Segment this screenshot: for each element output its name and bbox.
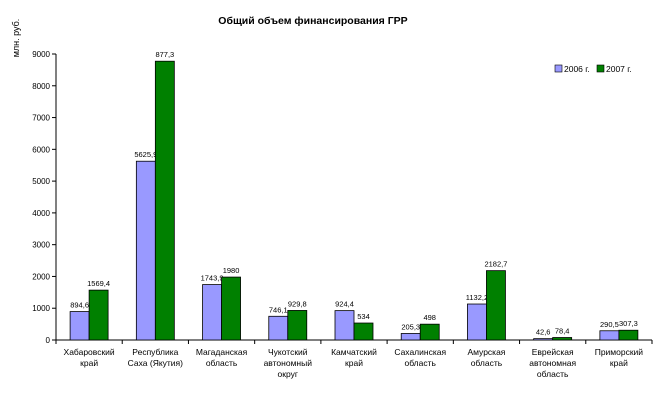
category-label: Саха (Якутия) [128,358,183,368]
data-label: 498 [423,313,436,322]
legend-label: 2006 г. [564,64,590,74]
data-label: 307,3 [619,319,638,328]
y-tick-label: 9000 [32,50,50,59]
legend-swatch [554,64,563,73]
bar [419,323,440,341]
category-label: край [610,358,628,368]
y-tick-label: 5000 [32,177,50,186]
bar [486,270,506,341]
bar [268,315,289,341]
y-axis-label: млн. руб. [11,19,21,58]
category-label: Сахалинская [394,347,446,357]
bar [552,337,573,341]
category-label: край [345,358,363,368]
category-label: Магаданская [196,347,248,357]
category-label: округ [278,369,298,379]
category-label: область [404,358,436,368]
data-label: 534 [357,312,370,321]
data-label: 2182,7 [484,260,507,269]
category-label: Амурская [467,347,505,357]
y-tick-label: 3000 [32,241,50,250]
category-label: край [80,358,98,368]
y-tick-label: 7000 [32,114,50,123]
y-tick-label: 0 [46,336,51,345]
data-label: 1569,4 [87,279,110,288]
data-label: 5625,9 [134,150,157,159]
bar [334,310,355,341]
data-label: 894,6 [70,301,89,310]
bar [69,311,90,341]
category-label: Хабаровский [64,347,115,357]
data-label: 746,1 [269,305,288,314]
category-label: Камчатский [331,347,377,357]
legend-swatch [596,64,605,73]
y-tick-label: 4000 [32,209,50,218]
data-label: 42,6 [536,328,551,337]
data-label: 1743,9 [201,274,224,283]
y-tick-label: 1000 [32,304,50,313]
chart-title: Общий объем финансирования ГРР [218,15,407,27]
bar [88,289,109,341]
bar [135,160,156,341]
category-label: Чукотский [268,347,308,357]
bar [353,322,374,341]
bar [287,310,308,341]
data-label: 1980 [223,266,240,275]
legend-label: 2007 г. [606,64,632,74]
bar [154,60,175,341]
plot-area: 0 1000 2000 3000 4000 5000 6000 7000 8000 9000 Хаб… [32,50,653,379]
category-label: Еврейская [532,347,574,357]
bar [618,329,639,341]
data-label: 290,5 [600,320,619,329]
y-tick-label: 8000 [32,82,50,91]
bar [533,338,554,341]
category-label: автономный [264,358,313,368]
category-label: область [537,369,569,379]
bar [467,303,487,341]
data-label: 205,3 [401,322,420,331]
category-label: Приморский [595,347,644,357]
bar [202,284,222,341]
data-label: 78,4 [555,327,570,336]
bar [599,330,620,341]
data-label: 929,8 [288,299,307,308]
category-label: область [471,358,503,368]
category-label: автономная [529,358,576,368]
data-label: 877,3 [155,50,174,59]
category-label: Республика [132,347,178,357]
bar [221,276,241,341]
category-label: область [206,358,238,368]
bar [400,333,421,341]
legend: 2006 г. 2007 г. [554,64,632,74]
data-label: 1132,2 [466,293,488,302]
y-tick-label: 2000 [32,272,50,281]
y-tick-label: 6000 [32,145,50,154]
data-label: 924,4 [335,300,354,309]
